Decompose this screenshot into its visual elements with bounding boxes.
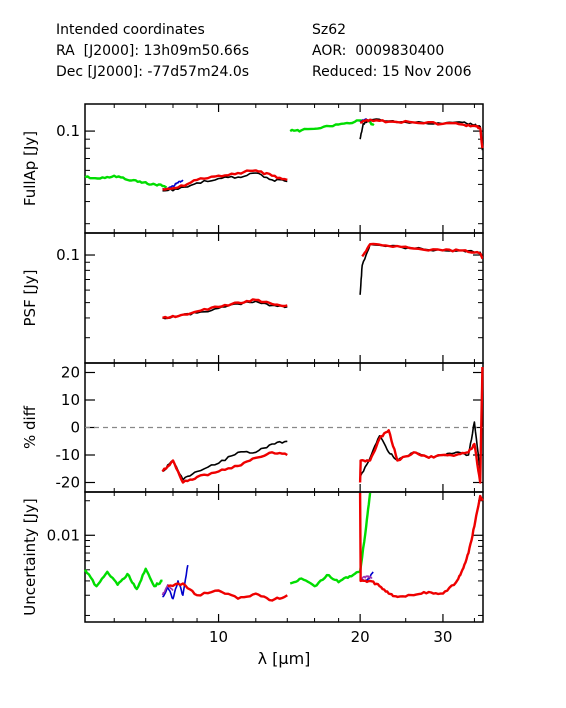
series-line bbox=[358, 492, 484, 599]
header-ra: RA [J2000]: 13h09m50.66s bbox=[56, 43, 249, 59]
series-line bbox=[84, 174, 168, 189]
y-axis-label: PSF [Jy] bbox=[21, 270, 39, 327]
x-axis: 10 20 30 λ [μm] bbox=[209, 628, 452, 668]
series-line bbox=[167, 582, 288, 602]
y-tick-label: 0.1 bbox=[56, 122, 80, 140]
panel-frame bbox=[84, 232, 484, 364]
series-line bbox=[361, 242, 484, 260]
x-axis-label: λ [μm] bbox=[258, 649, 311, 668]
panel-pdiff: 20 10 0 -10 -20 % diff bbox=[21, 362, 484, 493]
header-dec: Dec [J2000]: -77d57m24.0s bbox=[56, 64, 250, 80]
header-object-name: Sz62 bbox=[312, 22, 347, 38]
series-line bbox=[162, 298, 288, 320]
header-reduced-date: Reduced: 15 Nov 2006 bbox=[312, 64, 472, 80]
series-line bbox=[289, 492, 372, 588]
header-aor: AOR: 0009830400 bbox=[312, 43, 445, 59]
panel-fullap: 0.1 FullAp [Jy] bbox=[21, 103, 484, 234]
x-tick-label: 30 bbox=[433, 628, 452, 646]
panel-psf: 0.1 PSF [Jy] bbox=[21, 232, 484, 364]
panel-frame bbox=[84, 491, 484, 623]
series-line bbox=[162, 564, 189, 600]
series-line bbox=[359, 421, 481, 478]
y-tick-label: -20 bbox=[56, 474, 81, 492]
series-line bbox=[161, 451, 288, 484]
series-line bbox=[358, 366, 484, 484]
header-intended-coordinates: Intended coordinates bbox=[56, 22, 205, 38]
y-tick-label: 20 bbox=[61, 364, 80, 382]
series-line bbox=[359, 575, 373, 581]
y-axis-label: % diff bbox=[21, 405, 39, 449]
y-axis-label: Uncertainty [Jy] bbox=[21, 498, 39, 615]
y-tick-label: 0 bbox=[70, 419, 80, 437]
series-line bbox=[83, 567, 163, 591]
series-line bbox=[360, 118, 484, 149]
y-tick-label: 0.01 bbox=[47, 526, 80, 544]
series-line bbox=[161, 584, 174, 596]
y-axis-label: FullAp [Jy] bbox=[21, 131, 39, 206]
x-tick-label: 10 bbox=[209, 628, 228, 646]
series-line bbox=[359, 243, 484, 295]
y-tick-label: 0.1 bbox=[56, 246, 80, 264]
series-line bbox=[162, 172, 288, 192]
series-line bbox=[162, 169, 288, 191]
panel-unc: 0.01 Uncertainty [Jy] bbox=[21, 491, 484, 623]
y-tick-label: -10 bbox=[56, 446, 81, 464]
y-tick-label: 10 bbox=[61, 391, 80, 409]
series-line bbox=[162, 440, 288, 481]
x-tick-label: 20 bbox=[351, 628, 370, 646]
